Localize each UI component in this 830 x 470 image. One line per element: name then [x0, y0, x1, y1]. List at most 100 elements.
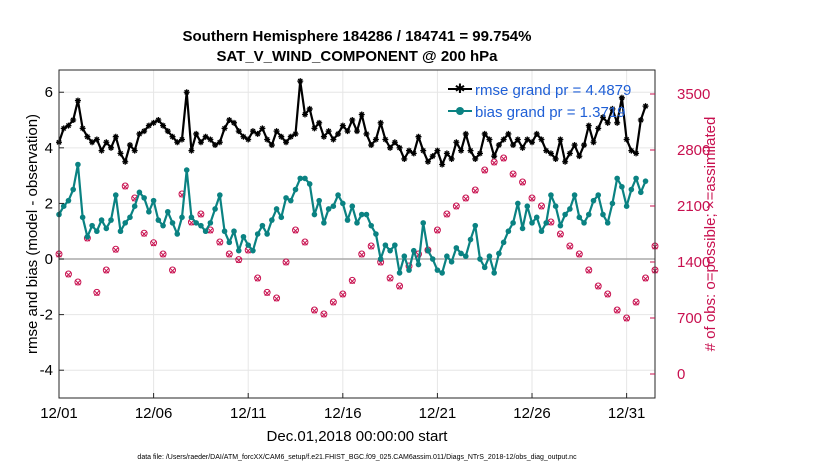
legend-bias-label: bias grand pr = 1.3719 [475, 104, 626, 121]
rmse-point [197, 139, 204, 146]
rmse-point [566, 150, 573, 157]
y2-tick-label: 2800 [677, 142, 710, 159]
bias-point [179, 214, 185, 221]
rmse-point [354, 128, 360, 135]
bias-point [325, 206, 332, 212]
bias-point [377, 256, 384, 262]
bias-point [98, 217, 105, 223]
obs-assimilated-point [141, 231, 147, 237]
bias-point [609, 200, 616, 207]
obs-assimilated-point [273, 296, 280, 302]
rmse-point [178, 136, 185, 143]
y2-axis-ticks: 0 700 1400 2100 2800 3500 [650, 86, 710, 383]
bias-point [94, 228, 100, 235]
obs-assimilated-point [340, 292, 346, 298]
obs-assimilated-point [311, 308, 318, 314]
bias-point [164, 208, 171, 215]
obs-possible-point [500, 154, 508, 162]
rmse-point [235, 128, 242, 135]
obs-possible-point [121, 182, 129, 190]
obs-assimilated-point [604, 292, 611, 298]
rmse-point [103, 139, 110, 146]
rmse-point [562, 158, 569, 165]
rmse-point [491, 153, 498, 160]
obs-assimilated-point [548, 220, 554, 226]
obs-assimilated-point [614, 308, 620, 314]
obs-assimilated-point [633, 300, 639, 306]
footnote: data file: /Users/raeder/DAI/ATM_forcXX/… [137, 454, 577, 461]
bias-point [515, 200, 521, 207]
rmse-point [618, 94, 625, 101]
rmse-point [145, 122, 152, 129]
obs-count-series [55, 154, 659, 322]
rmse-point [642, 103, 649, 110]
obs-possible-point [282, 258, 290, 266]
bias-point [581, 220, 587, 226]
rmse-point [160, 122, 167, 129]
bias-point [316, 197, 322, 204]
grid [58, 70, 655, 398]
bias-point [363, 211, 370, 218]
bias-point [108, 217, 114, 223]
obs-assimilated-point [235, 257, 242, 264]
rmse-point [581, 142, 588, 149]
bias-point [519, 225, 526, 232]
obs-assimilated-point [387, 276, 393, 282]
rmse-point [424, 158, 431, 165]
bias-point [340, 200, 346, 207]
bias-point [567, 206, 573, 212]
rmse-point [396, 144, 403, 151]
obs-possible-point [358, 250, 366, 258]
rmse-point [372, 136, 379, 143]
bias-point [462, 253, 469, 260]
obs-possible-point [367, 242, 375, 250]
rmse-point [472, 155, 479, 162]
bias-point [619, 183, 625, 190]
bias-point [604, 220, 611, 226]
obs-possible-point [112, 245, 120, 253]
x-axis-label: Dec.01,2018 00:00:00 start [267, 428, 449, 445]
rmse-point [325, 128, 332, 135]
bias-point [368, 222, 374, 229]
obs-assimilated-point [283, 260, 289, 266]
bias-point [538, 228, 545, 235]
x-tick-label: 12/16 [324, 405, 362, 422]
rmse-point [458, 147, 465, 154]
bias-point [292, 186, 299, 193]
obs-possible-point [632, 298, 640, 306]
obs-assimilated-point [623, 316, 630, 322]
rmse-point [604, 119, 611, 126]
y-tick-label: -4 [40, 362, 53, 379]
rmse-point [136, 130, 143, 137]
obs-possible-point [386, 274, 394, 282]
rmse-point [89, 139, 96, 146]
rmse-point [571, 142, 578, 149]
rmse-point [174, 139, 181, 146]
bias-point [467, 236, 474, 243]
plot-area [59, 70, 655, 398]
obs-assimilated-point [245, 248, 251, 254]
obs-possible-point [433, 226, 441, 234]
rmse-point [344, 128, 351, 135]
bias-point [141, 195, 147, 201]
rmse-point [406, 147, 413, 154]
bias-point [202, 228, 209, 235]
bias-point [212, 206, 218, 212]
obs-possible-point [159, 250, 167, 258]
bias-point [283, 195, 289, 201]
bias-point [155, 217, 162, 223]
bias-point [193, 220, 199, 226]
bias-point [548, 192, 554, 198]
bias-point [117, 228, 124, 235]
bias-point [444, 253, 450, 260]
rmse-point [306, 105, 313, 112]
rmse-point [349, 117, 356, 124]
bias-point [425, 247, 431, 254]
rmse-point [202, 133, 209, 140]
obs-possible-point [462, 194, 470, 202]
rmse-point [297, 78, 304, 85]
obs-possible-point [339, 290, 347, 298]
rmse-point [268, 142, 275, 149]
obs-assimilated-point [75, 280, 81, 286]
obs-possible-point [642, 274, 650, 282]
